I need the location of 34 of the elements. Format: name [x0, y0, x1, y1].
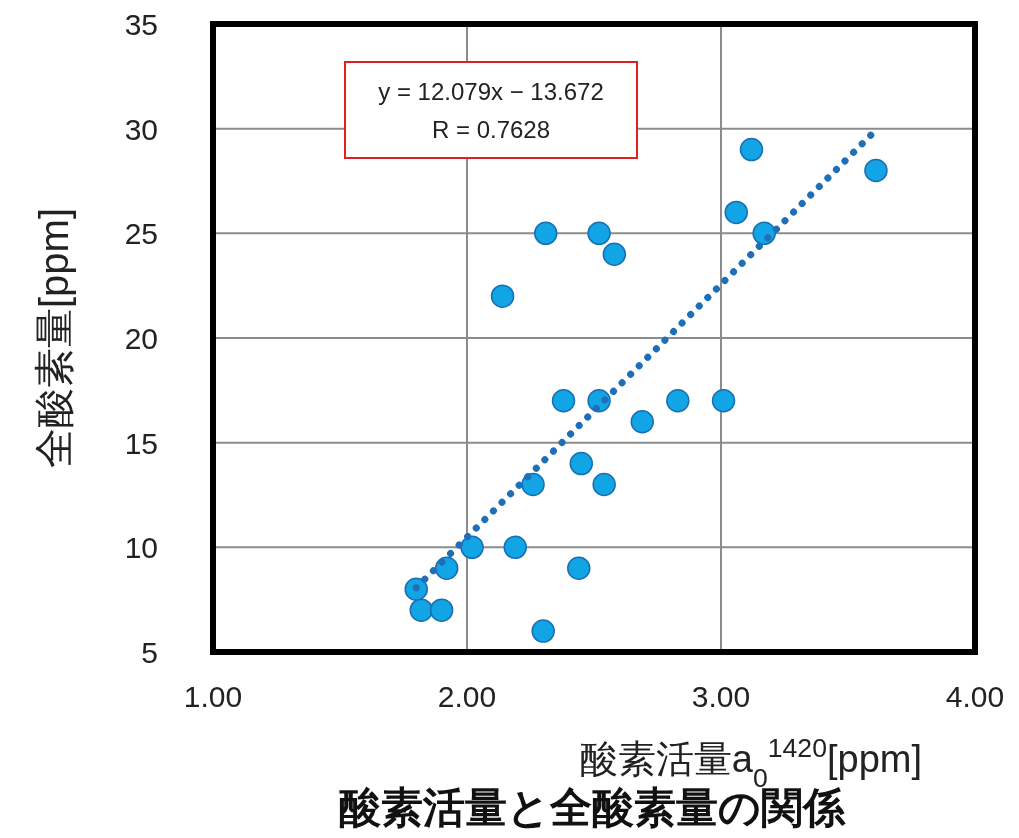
point [724, 200, 748, 225]
point [533, 221, 558, 246]
y-tick-label: 15 [124, 426, 158, 460]
point [531, 619, 555, 643]
point [490, 284, 515, 308]
y-tick-label: 35 [124, 8, 158, 41]
x-tick-label: 1.00 [183, 680, 243, 713]
point [864, 158, 888, 183]
x-tick-label: 2.00 [437, 680, 497, 713]
annotation: R = 0.7628 [431, 116, 551, 143]
point [739, 137, 764, 162]
point [666, 389, 690, 413]
y-tick-label: 25 [124, 217, 158, 251]
point [587, 221, 611, 246]
point [592, 472, 616, 497]
point [521, 472, 545, 497]
y-axis-title: 全酸素量[ppm] [32, 207, 76, 469]
point [569, 451, 594, 476]
y-tick-label: 30 [124, 112, 158, 146]
point [711, 389, 736, 413]
annotation: y = 12.079x − 13.672 [378, 78, 604, 105]
point [503, 535, 528, 560]
x-tick-label: 4.00 [945, 680, 1005, 713]
y-tick-label: 5 [141, 636, 158, 669]
x-tick-label: 3.00 [691, 680, 751, 713]
point [602, 242, 627, 267]
point [460, 535, 484, 560]
point [409, 598, 434, 622]
y-tick-label: 10 [124, 531, 158, 565]
point [551, 389, 576, 413]
point [429, 598, 454, 622]
y-tick-label: 20 [124, 322, 158, 355]
point [630, 409, 655, 434]
point [567, 556, 591, 581]
